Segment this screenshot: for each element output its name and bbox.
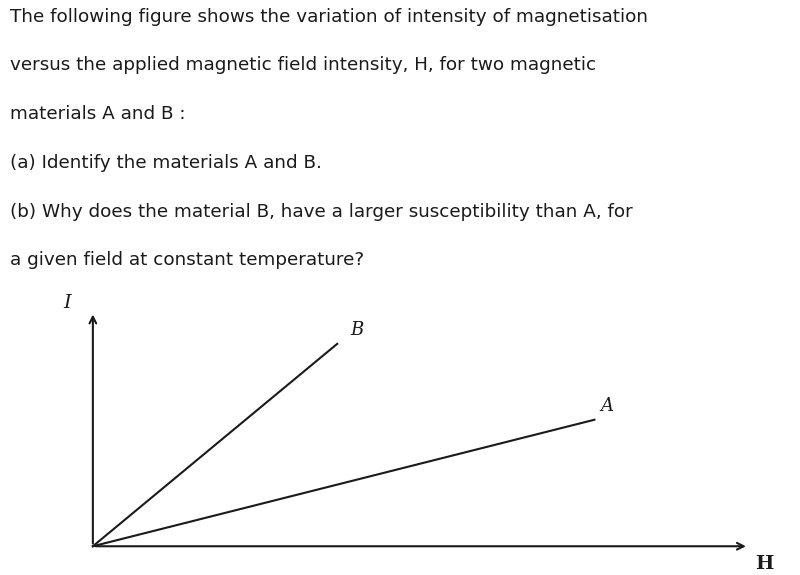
Text: I: I [63,294,71,312]
Text: The following figure shows the variation of intensity of magnetisation: The following figure shows the variation… [10,7,648,26]
Text: A: A [601,397,614,415]
Text: materials A and B :: materials A and B : [10,105,185,123]
Text: (a) Identify the materials A and B.: (a) Identify the materials A and B. [10,154,322,172]
Text: (b) Why does the material B, have a larger susceptibility than A, for: (b) Why does the material B, have a larg… [10,202,632,221]
Text: a given field at constant temperature?: a given field at constant temperature? [10,251,364,270]
Text: B: B [350,321,363,339]
Text: versus the applied magnetic field intensity, H, for two magnetic: versus the applied magnetic field intens… [10,56,596,74]
Text: H: H [755,555,774,573]
